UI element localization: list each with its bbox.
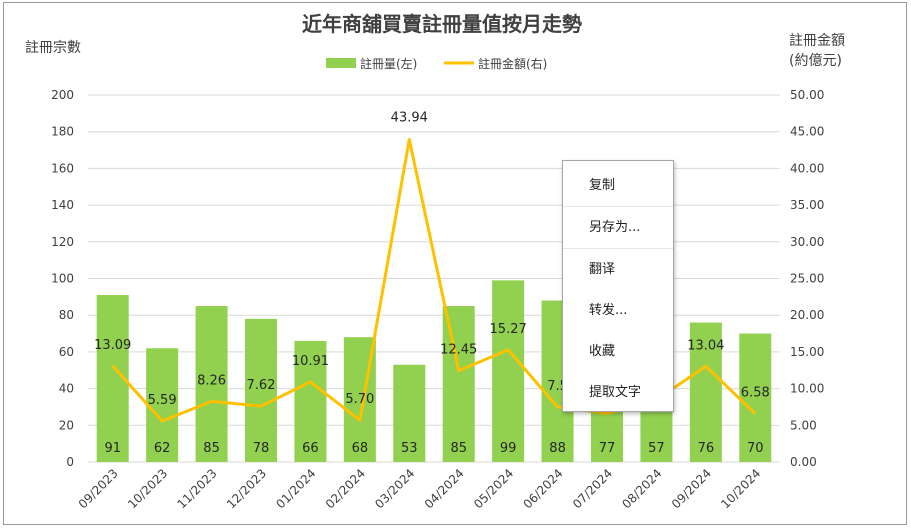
menu-item-save-as[interactable]: 另存为...	[589, 220, 641, 235]
right-tick-label: 10.00	[790, 382, 824, 396]
left-tick-label: 200	[51, 88, 74, 102]
bar	[393, 364, 426, 462]
bar-labels: 91 62 85 78 66 68 53 85 99 88 77 57 76 70	[104, 441, 763, 456]
bar-data-label: 53	[401, 441, 418, 456]
x-tick-label: 08/2024	[619, 466, 664, 511]
bar-data-label: 85	[450, 441, 467, 456]
x-tick-label: 10/2023	[125, 466, 170, 511]
bar-data-label: 76	[698, 441, 715, 456]
context-menu: 复制 另存为... 翻译 转发... 收藏 提取文字	[562, 160, 674, 412]
right-tick-label: 50.00	[790, 88, 824, 102]
bar	[146, 348, 179, 462]
right-tick-label: 35.00	[790, 198, 824, 212]
bar-data-label: 57	[648, 441, 665, 456]
x-tick-label: 04/2024	[422, 466, 467, 511]
left-tick-label: 160	[51, 161, 74, 175]
line-data-label: 12.45	[440, 343, 477, 358]
bar-data-label: 66	[302, 441, 319, 456]
right-tick-label: 15.00	[790, 345, 824, 359]
menu-item-forward[interactable]: 转发...	[589, 303, 628, 318]
x-tick-label: 07/2024	[570, 466, 615, 511]
line-data-label: 6.58	[741, 386, 770, 401]
left-axis-ticks: 0 20 40 60 80 100 120 140 160 180 200	[51, 88, 74, 469]
legend-line-label: 註冊金額(右)	[478, 56, 547, 71]
right-axis-title-line1: 註冊金額	[789, 33, 845, 49]
line-data-label: 13.09	[94, 338, 131, 353]
left-tick-label: 40	[59, 382, 74, 396]
left-axis-title: 註冊宗數	[25, 40, 81, 56]
left-tick-label: 100	[51, 272, 74, 286]
x-tick-label: 10/2024	[718, 466, 763, 511]
right-tick-label: 5.00	[790, 418, 817, 432]
bar-data-label: 77	[599, 441, 616, 456]
line-data-label: 13.04	[687, 338, 724, 353]
bar	[689, 322, 722, 462]
line-data-label: 15.27	[490, 322, 527, 337]
left-tick-label: 120	[51, 235, 74, 249]
bar-data-label: 85	[203, 441, 220, 456]
x-tick-label: 11/2023	[175, 466, 220, 511]
menu-separator	[563, 248, 673, 249]
x-tick-label: 06/2024	[521, 466, 566, 511]
bar	[739, 333, 772, 462]
right-axis-title-line2: (約億元)	[789, 53, 842, 69]
legend-bar-swatch	[326, 58, 356, 68]
menu-item-extract-text[interactable]: 提取文字	[589, 385, 642, 400]
right-tick-label: 0.00	[790, 455, 817, 469]
line-labels: 13.09 5.59 8.26 7.62 10.91 5.70 43.94 12.45 15.2…	[94, 110, 770, 407]
line-data-label: 7.62	[247, 378, 276, 393]
bar	[442, 306, 475, 462]
left-tick-label: 140	[51, 198, 74, 212]
legend-bar-label: 註冊量(左)	[360, 56, 417, 71]
line-data-label: 43.94	[391, 110, 428, 125]
right-tick-label: 40.00	[790, 161, 824, 175]
line-data-label: 5.70	[345, 392, 374, 407]
x-tick-label: 05/2024	[471, 466, 516, 511]
x-tick-label: 01/2024	[273, 466, 318, 511]
bar-data-label: 62	[154, 441, 171, 456]
menu-item-favorite[interactable]: 收藏	[589, 344, 616, 359]
left-tick-label: 0	[66, 455, 74, 469]
right-tick-label: 25.00	[790, 272, 824, 286]
bar-data-label: 88	[549, 441, 566, 456]
x-tick-label: 09/2023	[76, 466, 121, 511]
x-tick-label: 09/2024	[669, 466, 714, 511]
left-tick-label: 80	[59, 308, 74, 322]
line-data-label: 5.59	[148, 393, 177, 408]
x-tick-label: 03/2024	[372, 466, 417, 511]
bar-data-label: 78	[253, 441, 270, 456]
bar-data-label: 68	[352, 441, 369, 456]
left-tick-label: 180	[51, 125, 74, 139]
bar	[294, 340, 327, 462]
menu-item-translate[interactable]: 翻译	[589, 262, 616, 277]
bar	[492, 280, 525, 462]
right-tick-label: 45.00	[790, 125, 824, 139]
legend: 註冊量(左) 註冊金額(右)	[326, 56, 547, 71]
bar-data-label: 91	[104, 441, 121, 456]
right-tick-label: 30.00	[790, 235, 824, 249]
line-data-label: 10.91	[292, 354, 329, 369]
bar-data-label: 99	[500, 441, 517, 456]
x-tick-label: 12/2023	[224, 466, 269, 511]
right-axis-ticks: 0.00 5.00 10.00 15.00 20.00 25.00 30.00 35.00 40…	[790, 88, 824, 469]
chart-title: 近年商舖買賣註冊量值按月走勢	[302, 12, 582, 36]
gridlines	[88, 94, 780, 463]
left-tick-label: 20	[59, 418, 74, 432]
line-data-label: 8.26	[197, 373, 226, 388]
bar-data-label: 70	[747, 441, 764, 456]
right-tick-label: 20.00	[790, 308, 824, 322]
menu-separator	[563, 206, 673, 207]
bar	[195, 306, 228, 462]
x-tick-label: 02/2024	[323, 466, 368, 511]
left-tick-label: 60	[59, 345, 74, 359]
menu-item-copy[interactable]: 复制	[589, 178, 616, 193]
x-axis-ticks: 09/2023 10/2023 11/2023 12/2023 01/2024 02/20…	[76, 466, 764, 511]
bar	[245, 318, 277, 462]
